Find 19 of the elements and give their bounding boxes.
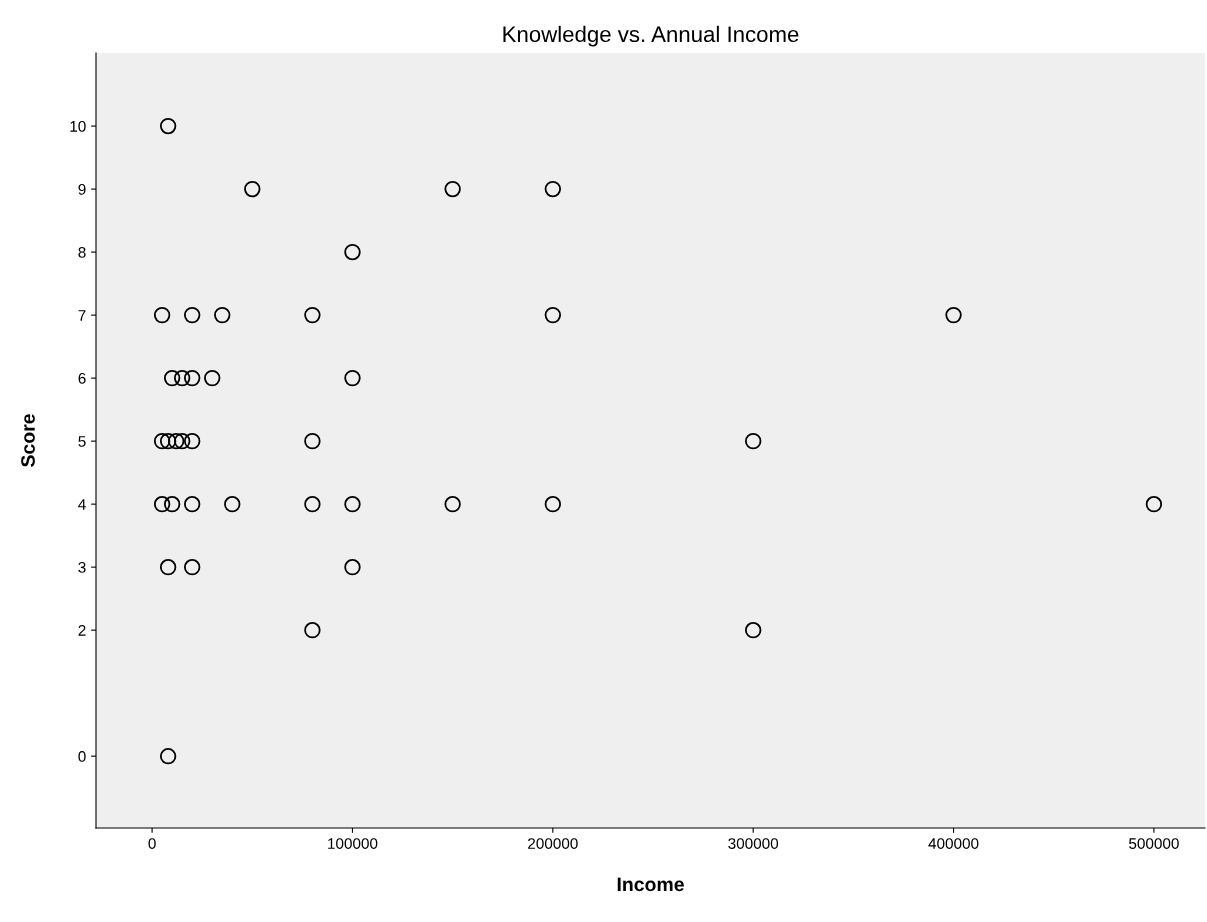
y-tick-label: 2	[78, 625, 86, 636]
y-tick-label: 4	[78, 499, 86, 510]
x-tick-label: 0	[148, 838, 156, 849]
x-axis-title: Income	[617, 877, 684, 892]
y-tick-label: 5	[78, 436, 86, 447]
chart-title: Knowledge vs. Annual Income	[503, 25, 799, 47]
x-tick-label: 300000	[728, 838, 779, 849]
y-axis-title: Score	[21, 414, 35, 467]
y-tick-label: 0	[78, 751, 86, 762]
y-tick-label: 7	[78, 310, 86, 321]
x-tick-label: 200000	[528, 838, 578, 849]
y-tick-label: 6	[78, 372, 86, 384]
x-tick-label: 100000	[328, 838, 378, 849]
x-tick-label: 500000	[1129, 838, 1179, 849]
y-tick-label: 9	[78, 183, 86, 195]
y-tick-label: 8	[78, 246, 86, 258]
y-tick-label: 10	[70, 120, 86, 132]
x-tick-label: 400000	[928, 838, 979, 849]
y-tick-label: 3	[78, 562, 86, 573]
